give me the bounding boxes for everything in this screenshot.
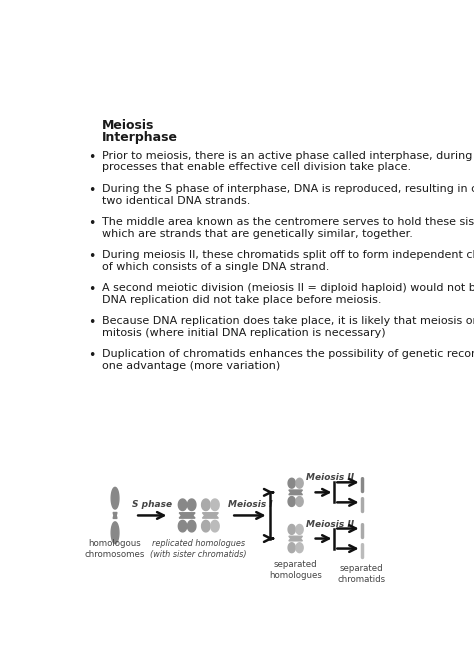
Text: processes that enable effective cell division take place.: processes that enable effective cell div…: [102, 162, 411, 172]
Text: which are strands that are genetically similar, together.: which are strands that are genetically s…: [102, 228, 413, 239]
Text: Because DNA replication does take place, it is likely that meiosis originated fr: Because DNA replication does take place,…: [102, 316, 474, 326]
Polygon shape: [202, 513, 219, 518]
Text: •: •: [88, 283, 95, 296]
Text: Meiosis II: Meiosis II: [306, 473, 355, 482]
Polygon shape: [179, 513, 195, 518]
Polygon shape: [111, 487, 119, 509]
Polygon shape: [178, 521, 187, 532]
Polygon shape: [296, 478, 303, 488]
Polygon shape: [187, 499, 196, 511]
Text: S phase: S phase: [132, 500, 173, 509]
Text: Duplication of chromatids enhances the possibility of genetic recombination, whi: Duplication of chromatids enhances the p…: [102, 349, 474, 359]
Polygon shape: [201, 499, 210, 511]
Polygon shape: [289, 490, 302, 494]
Text: replicated homologues
(with sister chromatids): replicated homologues (with sister chrom…: [151, 539, 247, 559]
Text: •: •: [88, 349, 95, 362]
Polygon shape: [289, 536, 302, 541]
Polygon shape: [288, 478, 295, 488]
Text: homologous
chromosomes: homologous chromosomes: [85, 539, 145, 559]
Text: Interphase: Interphase: [102, 131, 178, 145]
Polygon shape: [111, 522, 119, 543]
Polygon shape: [201, 521, 210, 532]
Text: The middle area known as the centromere serves to hold these sister chromatids,: The middle area known as the centromere …: [102, 217, 474, 226]
Text: A second meiotic division (meiosis II = diploid haploid) would not be necessary : A second meiotic division (meiosis II = …: [102, 283, 474, 293]
Text: of which consists of a single DNA strand.: of which consists of a single DNA strand…: [102, 262, 329, 272]
Text: Meiosis: Meiosis: [102, 119, 154, 132]
Polygon shape: [113, 513, 117, 519]
Polygon shape: [288, 496, 295, 507]
Polygon shape: [288, 525, 295, 535]
Polygon shape: [296, 496, 303, 507]
Text: Meiosis II: Meiosis II: [306, 519, 355, 529]
Text: During the S phase of interphase, DNA is reproduced, resulting in chromosomes wi: During the S phase of interphase, DNA is…: [102, 184, 474, 194]
Text: Meiosis I: Meiosis I: [228, 500, 272, 509]
Text: Prior to meiosis, there is an active phase called interphase, during which cruci: Prior to meiosis, there is an active pha…: [102, 151, 474, 161]
Polygon shape: [296, 525, 303, 535]
Text: •: •: [88, 217, 95, 230]
Text: •: •: [88, 250, 95, 263]
Text: •: •: [88, 151, 95, 163]
Text: During meiosis II, these chromatids split off to form independent chromosomes, e: During meiosis II, these chromatids spli…: [102, 250, 474, 260]
Polygon shape: [211, 521, 219, 532]
Text: separated
chromatids: separated chromatids: [337, 564, 385, 584]
Text: one advantage (more variation): one advantage (more variation): [102, 361, 280, 371]
Text: mitosis (where initial DNA replication is necessary): mitosis (where initial DNA replication i…: [102, 328, 385, 338]
Polygon shape: [288, 543, 295, 553]
Polygon shape: [178, 499, 187, 511]
Polygon shape: [296, 543, 303, 553]
Polygon shape: [211, 499, 219, 511]
Text: DNA replication did not take place before meiosis.: DNA replication did not take place befor…: [102, 295, 382, 305]
Text: two identical DNA strands.: two identical DNA strands.: [102, 196, 250, 206]
Text: separated
homologues: separated homologues: [269, 560, 322, 580]
Text: •: •: [88, 184, 95, 196]
Polygon shape: [187, 521, 196, 532]
Text: •: •: [88, 316, 95, 329]
